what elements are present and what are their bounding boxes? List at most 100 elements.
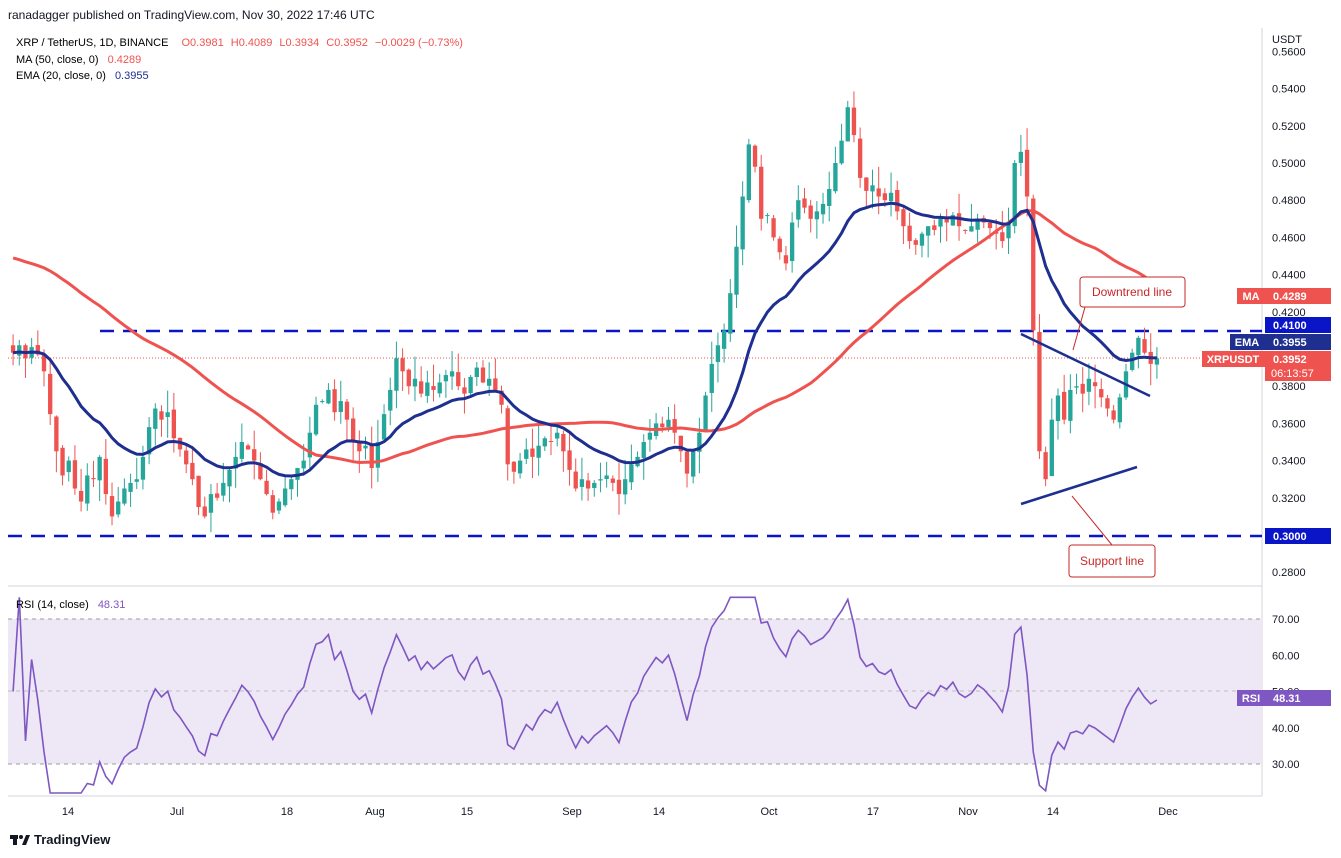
candle-body: [882, 193, 888, 201]
candle-body: [932, 225, 937, 230]
candle-body: [1092, 382, 1098, 387]
candle-body: [1111, 410, 1116, 420]
candle-body: [808, 205, 813, 219]
candle-body: [678, 435, 683, 452]
candle-body: [919, 233, 925, 246]
candle-body: [864, 177, 869, 191]
candle-body: [159, 411, 164, 420]
candle-body: [857, 138, 863, 178]
candle-body: [165, 412, 170, 418]
candle-body: [789, 222, 795, 262]
candlestick-series: [10, 91, 1160, 533]
price-tick-label: 0.2800: [1272, 567, 1306, 579]
candle-body: [907, 225, 912, 242]
candle-body: [666, 419, 671, 427]
candle-body: [245, 445, 251, 450]
candle-body: [771, 218, 776, 238]
candle-body: [468, 376, 473, 394]
svg-text:0.3000: 0.3000: [1273, 531, 1307, 543]
candle-body: [604, 475, 609, 479]
candle-body: [573, 471, 578, 489]
candle-body: [35, 345, 40, 355]
time-axis[interactable]: 14 Jul 18 Aug 15 Sep 14 Oct 17 Nov 14 Dec: [62, 806, 1178, 818]
candle-body: [252, 449, 257, 461]
candle-body: [418, 381, 424, 394]
candle-body: [375, 442, 381, 468]
downtrend-annotation-text: Downtrend line: [1092, 285, 1172, 299]
legend-open: O0.3981: [182, 37, 224, 49]
svg-text:EMA: EMA: [1235, 337, 1260, 349]
candle-body: [60, 447, 65, 476]
legend-close: C0.3952: [326, 37, 368, 49]
candle-body: [282, 488, 288, 506]
candle-body: [227, 469, 232, 487]
price-tick-label: 0.3200: [1272, 493, 1306, 505]
price-tick-label: 0.4800: [1272, 195, 1306, 207]
candle-body: [548, 441, 554, 443]
candle-body: [1099, 389, 1104, 398]
candle-body: [752, 145, 758, 167]
candle-body: [1000, 232, 1005, 242]
candle-body: [270, 495, 275, 513]
legend-symbol: XRP / TetherUS, 1D, BINANCE: [16, 37, 168, 49]
candle-body: [647, 432, 653, 440]
candle-body: [493, 378, 498, 390]
candle-body: [709, 363, 714, 393]
candle-body: [938, 218, 943, 227]
candle-body: [623, 479, 628, 495]
tradingview-logo[interactable]: TradingView: [10, 832, 110, 847]
svg-text:0.4100: 0.4100: [1273, 320, 1307, 332]
candle-body: [72, 460, 78, 489]
candle-body: [332, 389, 337, 413]
candle-body: [313, 404, 319, 435]
time-tick-label: Sep: [562, 806, 582, 818]
candle-body: [202, 506, 207, 517]
candle-body: [54, 416, 59, 452]
candle-body: [233, 456, 238, 469]
price-axis[interactable]: 0.5600 0.5400 0.5200 0.5000 0.4800 0.4600 0.44…: [1272, 46, 1306, 579]
candle-body: [987, 222, 993, 229]
candle-body: [524, 449, 529, 459]
candle-body: [140, 456, 146, 480]
candle-body: [326, 389, 331, 404]
candle-body: [901, 209, 906, 227]
publisher-header: ranadagger published on TradingView.com,…: [8, 8, 375, 22]
candle-body: [1055, 395, 1061, 422]
candle-body: [697, 432, 702, 452]
symbol-price-tag: XRPUSDT 0.3952 06:13:57: [1202, 351, 1331, 381]
support-price-tag: 0.3000: [1265, 528, 1331, 544]
candle-body: [499, 390, 504, 405]
candle-body: [511, 461, 517, 472]
candle-body: [1130, 352, 1135, 370]
candle-body: [239, 442, 245, 459]
rsi-legend-label: RSI (14, close): [16, 599, 89, 611]
candle-body: [814, 211, 820, 220]
price-tick-label: 0.3800: [1272, 381, 1306, 393]
candle-body: [258, 463, 263, 480]
candle-body: [196, 475, 201, 508]
downtrend-annotation: Downtrend line: [1072, 276, 1186, 351]
svg-text:0.3955: 0.3955: [1273, 337, 1307, 349]
legend-change: −0.0029 (−0.73%): [375, 37, 463, 49]
candle-body: [715, 345, 721, 363]
svg-text:48.31: 48.31: [1273, 693, 1301, 705]
candle-body: [1018, 151, 1024, 163]
candle-body: [691, 451, 696, 477]
price-tick-label: 0.5400: [1272, 84, 1306, 96]
time-tick-label: Jul: [170, 806, 184, 818]
candle-body: [474, 367, 479, 378]
candle-body: [796, 200, 801, 220]
candle-body: [629, 464, 634, 483]
candle-body: [1105, 398, 1110, 409]
svg-text:RSI: RSI: [1242, 693, 1260, 705]
candle-body: [320, 401, 325, 403]
svg-text:RSI (14, close) 48.31: RSI (14, close) 48.31: [16, 599, 125, 611]
candle-body: [876, 188, 881, 197]
candle-body: [190, 462, 195, 480]
candle-body: [344, 401, 350, 420]
support-annotation: Support line: [1068, 495, 1156, 578]
legend-low: L0.3934: [279, 37, 319, 49]
candle-body: [350, 418, 356, 442]
candle-body: [66, 460, 71, 473]
